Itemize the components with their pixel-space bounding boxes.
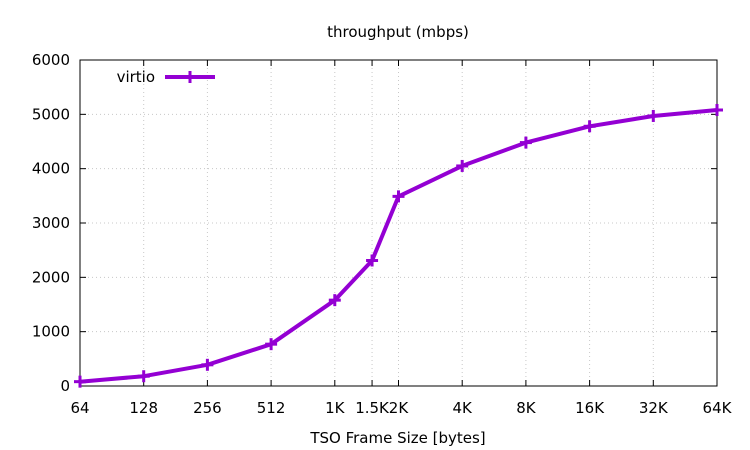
- data-point-virtio: [137, 370, 150, 383]
- data-point-virtio: [328, 294, 341, 307]
- y-tick-label: 2000: [32, 268, 70, 286]
- y-tick-label: 3000: [32, 214, 70, 232]
- x-tick-label: 8K: [516, 399, 537, 417]
- x-tick-label: 64K: [703, 399, 733, 417]
- chart-title: throughput (mbps): [327, 23, 469, 41]
- x-axis-label: TSO Frame Size [bytes]: [309, 429, 485, 447]
- data-point-virtio: [647, 109, 660, 122]
- legend: virtio: [117, 68, 215, 86]
- grid-layer: [80, 60, 717, 386]
- data-point-virtio: [519, 136, 532, 149]
- y-tick-label: 1000: [32, 323, 70, 341]
- x-tick-label: 16K: [575, 399, 605, 417]
- x-tick-label: 1K: [325, 399, 346, 417]
- data-point-virtio: [74, 375, 86, 388]
- data-point-virtio: [583, 120, 596, 133]
- y-tick-label: 6000: [32, 51, 70, 69]
- x-tick-label: 32K: [639, 399, 669, 417]
- ticks-layer: 0 1000 2000 3000 4000 5000 6000 64 128 256 512 1K 1.…: [32, 51, 733, 417]
- y-tick-label: 4000: [32, 160, 70, 178]
- y-tick-label: 5000: [32, 105, 70, 123]
- x-tick-label: 512: [257, 399, 286, 417]
- data-point-virtio: [201, 358, 214, 371]
- x-tick-label: 128: [129, 399, 158, 417]
- x-tick-label: 64: [70, 399, 89, 417]
- series-layer: [74, 103, 723, 388]
- y-tick-label: 0: [60, 377, 70, 395]
- x-tick-label: 2K: [389, 399, 410, 417]
- data-point-virtio: [456, 159, 469, 172]
- legend-marker-virtio: [184, 71, 196, 83]
- x-tick-label: 1.5K: [355, 399, 390, 417]
- x-tick-label: 4K: [453, 399, 474, 417]
- legend-label-virtio: virtio: [117, 68, 155, 86]
- series-line-virtio: [78, 108, 719, 384]
- data-point-virtio: [711, 103, 723, 116]
- x-tick-label: 256: [193, 399, 222, 417]
- data-point-virtio: [265, 338, 278, 351]
- data-point-virtio: [366, 254, 379, 267]
- data-point-virtio: [392, 190, 405, 203]
